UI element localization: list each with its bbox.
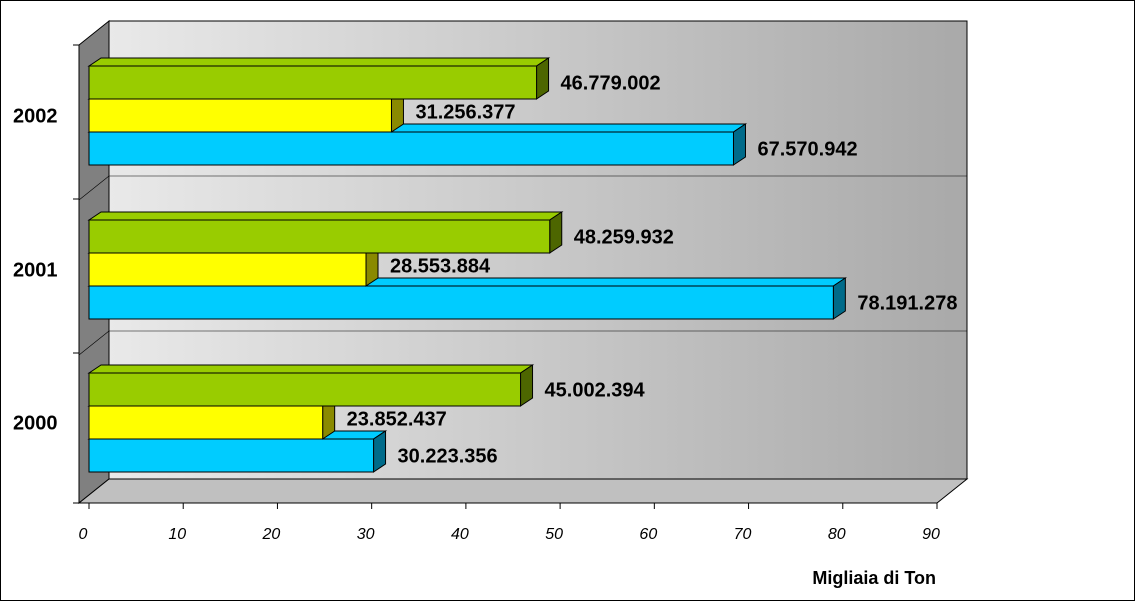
data-label: 48.259.932 xyxy=(574,227,674,249)
bar-front xyxy=(88,131,734,166)
floor xyxy=(77,478,969,504)
bar xyxy=(87,211,564,254)
bar-front xyxy=(88,438,375,473)
axes: 0 10 20 30 40 50 60 70 80 90 xyxy=(73,44,940,543)
bar-front xyxy=(88,405,324,440)
category-gridline-side xyxy=(78,175,110,201)
x-axis-title: Migliaia di Ton xyxy=(812,568,936,588)
bar xyxy=(87,57,551,100)
data-label: 31.256.377 xyxy=(415,102,515,124)
data-label: 78.191.278 xyxy=(857,293,957,315)
bar xyxy=(87,277,848,320)
data-label: 46.779.002 xyxy=(561,73,661,95)
x-tick-label: 80 xyxy=(828,526,846,543)
bar-front xyxy=(88,98,392,133)
x-tick-label: 70 xyxy=(734,526,752,543)
x-tick-label: 0 xyxy=(79,526,88,543)
data-label: 23.852.437 xyxy=(347,409,447,431)
labels: 30.223.356 23.852.437 45.002.394 2000 78.191… xyxy=(13,73,957,589)
x-tick-label: 30 xyxy=(357,526,375,543)
data-label: 30.223.356 xyxy=(398,446,498,468)
bar-front xyxy=(88,65,538,100)
y-category-label: 2002 xyxy=(13,106,58,128)
bar-top xyxy=(87,57,551,67)
x-tick-label: 60 xyxy=(639,526,657,543)
x-tick-label: 90 xyxy=(922,526,940,543)
bar xyxy=(87,123,748,166)
bar-front xyxy=(88,285,834,320)
bar-top xyxy=(87,364,535,374)
bar-front xyxy=(88,252,367,287)
data-label: 67.570.942 xyxy=(757,139,857,161)
bar-top xyxy=(87,211,564,221)
y-category-label: 2001 xyxy=(13,260,58,282)
data-label: 28.553.884 xyxy=(390,256,491,278)
bar-front xyxy=(88,372,522,407)
y-category-label: 2000 xyxy=(13,413,58,435)
x-tick-label: 40 xyxy=(451,526,469,543)
category-gridline-side xyxy=(78,330,110,356)
bar xyxy=(87,364,535,407)
x-tick-label: 10 xyxy=(168,526,186,543)
gridlines xyxy=(78,175,967,356)
x-tick-label: 50 xyxy=(545,526,563,543)
x-tick-label: 20 xyxy=(262,526,281,543)
data-label: 45.002.394 xyxy=(545,380,646,402)
bars xyxy=(87,57,848,473)
bar-front xyxy=(88,219,551,254)
